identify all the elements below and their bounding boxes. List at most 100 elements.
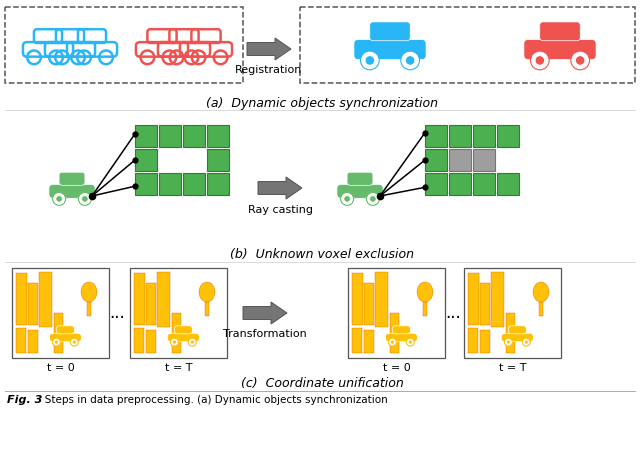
FancyBboxPatch shape bbox=[354, 40, 426, 60]
FancyBboxPatch shape bbox=[524, 40, 596, 60]
Bar bbox=[449, 149, 471, 171]
Bar bbox=[183, 173, 205, 195]
Bar bbox=[464, 268, 561, 358]
Bar bbox=[506, 313, 515, 353]
Bar bbox=[449, 173, 471, 195]
Bar bbox=[134, 328, 144, 353]
Circle shape bbox=[524, 340, 528, 344]
Circle shape bbox=[340, 193, 354, 206]
FancyBboxPatch shape bbox=[300, 7, 635, 83]
Circle shape bbox=[366, 193, 380, 206]
Circle shape bbox=[390, 340, 394, 344]
FancyBboxPatch shape bbox=[337, 184, 383, 198]
Bar bbox=[134, 273, 145, 325]
Bar bbox=[205, 302, 209, 316]
Bar bbox=[12, 268, 109, 358]
Bar bbox=[352, 273, 363, 325]
Circle shape bbox=[78, 193, 92, 206]
Bar bbox=[159, 125, 181, 147]
Ellipse shape bbox=[533, 282, 549, 302]
Circle shape bbox=[522, 338, 531, 346]
Bar bbox=[135, 149, 157, 171]
Bar bbox=[16, 328, 26, 353]
Circle shape bbox=[52, 338, 60, 346]
Text: Fig. 3: Fig. 3 bbox=[7, 395, 42, 405]
FancyArrow shape bbox=[247, 38, 291, 60]
FancyBboxPatch shape bbox=[167, 333, 200, 342]
Circle shape bbox=[408, 340, 412, 344]
Bar bbox=[539, 302, 543, 316]
Circle shape bbox=[52, 193, 65, 206]
Bar bbox=[28, 283, 38, 325]
Circle shape bbox=[504, 338, 513, 346]
Text: Transformation: Transformation bbox=[223, 329, 307, 339]
FancyBboxPatch shape bbox=[370, 22, 410, 41]
Bar bbox=[425, 173, 447, 195]
Circle shape bbox=[370, 196, 376, 202]
Bar bbox=[87, 302, 91, 316]
Bar bbox=[207, 173, 229, 195]
Circle shape bbox=[344, 196, 350, 202]
Text: t = 0: t = 0 bbox=[47, 363, 74, 373]
Bar bbox=[375, 272, 388, 327]
FancyBboxPatch shape bbox=[392, 326, 410, 334]
FancyBboxPatch shape bbox=[174, 326, 193, 334]
Bar bbox=[425, 149, 447, 171]
FancyArrow shape bbox=[258, 177, 302, 199]
FancyBboxPatch shape bbox=[5, 7, 243, 83]
Circle shape bbox=[360, 51, 379, 70]
FancyBboxPatch shape bbox=[49, 184, 95, 198]
Text: (b)  Unknown voxel exclusion: (b) Unknown voxel exclusion bbox=[230, 248, 414, 261]
FancyBboxPatch shape bbox=[59, 172, 85, 185]
Bar bbox=[135, 125, 157, 147]
FancyBboxPatch shape bbox=[540, 22, 580, 41]
Ellipse shape bbox=[81, 282, 97, 302]
Text: ...: ... bbox=[445, 304, 461, 322]
Circle shape bbox=[70, 338, 78, 346]
Bar bbox=[28, 330, 38, 353]
FancyBboxPatch shape bbox=[347, 172, 373, 185]
Circle shape bbox=[56, 196, 62, 202]
Bar bbox=[207, 149, 229, 171]
Bar bbox=[348, 268, 445, 358]
Circle shape bbox=[82, 196, 88, 202]
Circle shape bbox=[571, 51, 589, 70]
Bar bbox=[364, 283, 374, 325]
Text: Ray casting: Ray casting bbox=[248, 205, 312, 215]
Bar bbox=[491, 272, 504, 327]
Bar bbox=[157, 272, 170, 327]
Circle shape bbox=[401, 51, 420, 70]
FancyBboxPatch shape bbox=[49, 333, 81, 342]
Text: (a)  Dynamic objects synchronization: (a) Dynamic objects synchronization bbox=[206, 97, 438, 110]
Bar bbox=[449, 125, 471, 147]
Text: t = T: t = T bbox=[499, 363, 526, 373]
Bar bbox=[352, 328, 362, 353]
Circle shape bbox=[188, 338, 196, 346]
Bar bbox=[390, 313, 399, 353]
Circle shape bbox=[365, 56, 374, 65]
Bar bbox=[39, 272, 52, 327]
Bar bbox=[497, 125, 519, 147]
Circle shape bbox=[72, 340, 76, 344]
FancyArrow shape bbox=[243, 302, 287, 324]
Bar bbox=[480, 330, 490, 353]
Bar bbox=[473, 125, 495, 147]
Bar bbox=[146, 283, 156, 325]
Bar bbox=[468, 273, 479, 325]
Text: (c)  Coordinate unification: (c) Coordinate unification bbox=[241, 377, 403, 390]
Bar bbox=[480, 283, 490, 325]
FancyBboxPatch shape bbox=[508, 326, 526, 334]
Text: ...: ... bbox=[109, 304, 125, 322]
Circle shape bbox=[388, 338, 396, 346]
Bar bbox=[146, 330, 156, 353]
Bar bbox=[183, 125, 205, 147]
Bar bbox=[364, 330, 374, 353]
Circle shape bbox=[170, 338, 179, 346]
Bar bbox=[423, 302, 427, 316]
Circle shape bbox=[506, 340, 510, 344]
Text: t = T: t = T bbox=[164, 363, 192, 373]
Circle shape bbox=[190, 340, 195, 344]
FancyBboxPatch shape bbox=[385, 333, 417, 342]
Circle shape bbox=[535, 56, 545, 65]
Bar bbox=[473, 149, 495, 171]
